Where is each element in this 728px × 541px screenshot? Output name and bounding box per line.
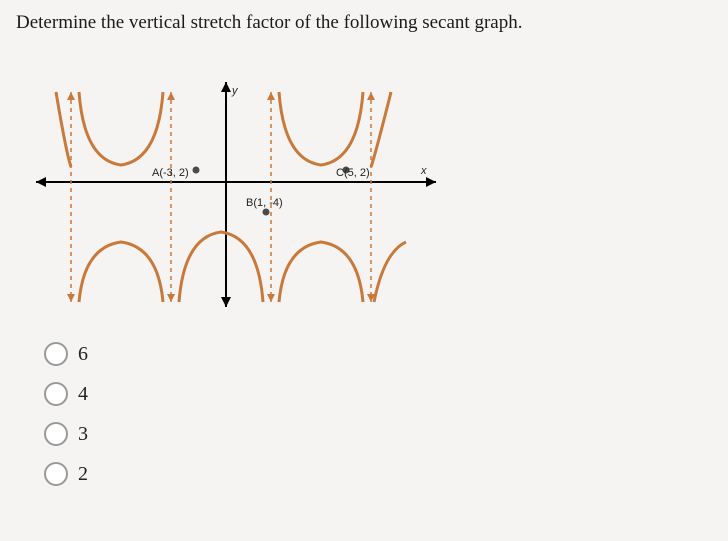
graph-svg: A(-3, 2) B(1, -4) C(5, 2) x y <box>26 42 446 322</box>
answer-options: 6 4 3 2 <box>44 342 712 486</box>
radio-circle[interactable] <box>44 422 68 446</box>
radio-circle[interactable] <box>44 342 68 366</box>
svg-text:C(5, 2): C(5, 2) <box>336 167 370 179</box>
option-4[interactable]: 4 <box>44 382 712 406</box>
question-text: Determine the vertical stretch factor of… <box>16 12 712 34</box>
radio-circle[interactable] <box>44 382 68 406</box>
svg-text:y: y <box>231 85 239 97</box>
option-6[interactable]: 6 <box>44 342 712 366</box>
option-label: 2 <box>78 463 88 486</box>
option-label: 3 <box>78 423 88 446</box>
svg-text:B(1, -4): B(1, -4) <box>246 197 283 209</box>
svg-text:x: x <box>420 165 427 177</box>
option-label: 4 <box>78 383 88 406</box>
svg-text:A(-3, 2): A(-3, 2) <box>152 167 189 179</box>
option-3[interactable]: 3 <box>44 422 712 446</box>
option-2[interactable]: 2 <box>44 462 712 486</box>
option-label: 6 <box>78 343 88 366</box>
secant-graph: A(-3, 2) B(1, -4) C(5, 2) x y <box>26 42 446 322</box>
radio-circle[interactable] <box>44 462 68 486</box>
